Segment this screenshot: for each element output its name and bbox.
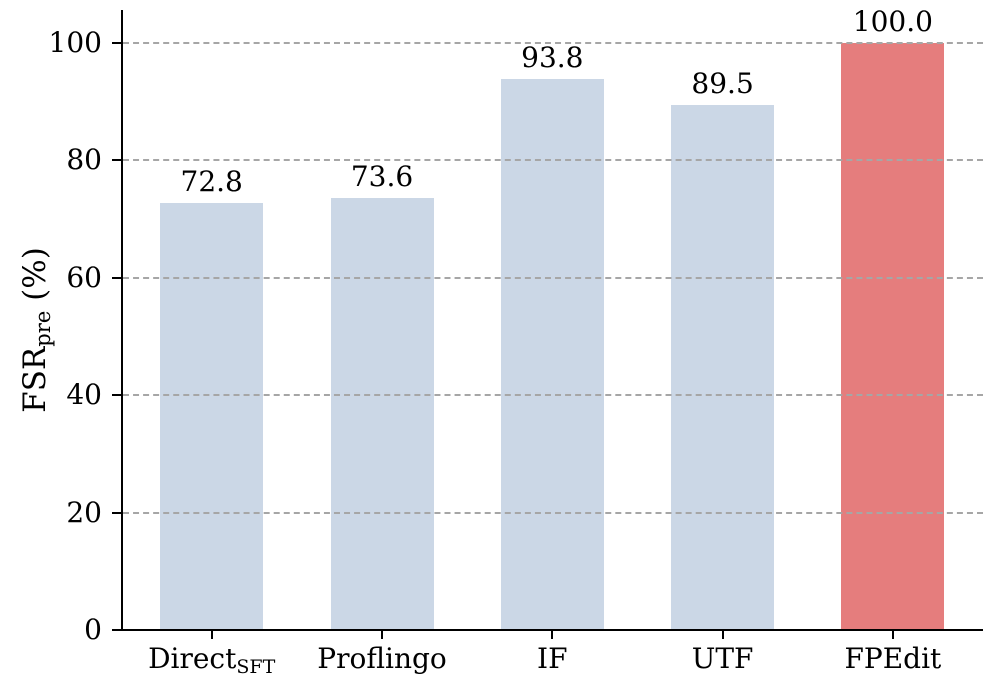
y-tick-label: 100 [48,26,102,59]
bar-value-label: 89.5 [691,66,754,100]
y-tick-label: 60 [66,260,102,294]
h-gridline [123,511,983,514]
bar-UTF [671,104,775,630]
y-tick-mark [112,276,122,279]
y-tick-mark [112,42,122,44]
x-tick-label-Proflingo: Proflingo [317,642,447,675]
x-tick-mark [551,630,554,639]
x-tick-label-IF: IF [537,642,568,675]
bar-FPEdit [841,43,945,630]
y-tick-mark [112,629,122,631]
y-tick-label: 80 [66,143,102,177]
x-tick-label-Direct_SFT: DirectSFT [148,642,276,678]
h-gridline [123,159,983,162]
h-gridline [123,394,983,397]
x-tick-mark [891,630,894,639]
bar-value-label: 100.0 [852,5,933,38]
y-tick-label: 0 [84,613,102,646]
y-tick-label: 40 [66,378,102,412]
bar-value-label: 72.8 [180,164,243,198]
bar-Direct_SFT [160,202,264,630]
bar-value-label: 93.8 [521,41,584,75]
y-axis-spine [121,10,123,630]
x-tick-label-UTF: UTF [691,642,754,675]
y-tick-mark [112,394,122,397]
bar-IF [500,79,604,630]
y-axis-label-subscript: pre [30,310,56,347]
y-tick-mark [112,511,122,514]
x-tick-label-FPEdit: FPEdit [844,642,942,675]
y-tick-label: 20 [66,495,102,529]
x-tick-mark [210,630,213,639]
x-tick-mark [381,630,383,639]
y-tick-mark [112,159,122,162]
h-gridline [123,276,983,279]
x-tick-mark [721,630,724,639]
h-gridline [123,42,983,44]
bar-Proflingo [330,197,434,630]
bar-value-label: 73.6 [350,159,414,193]
